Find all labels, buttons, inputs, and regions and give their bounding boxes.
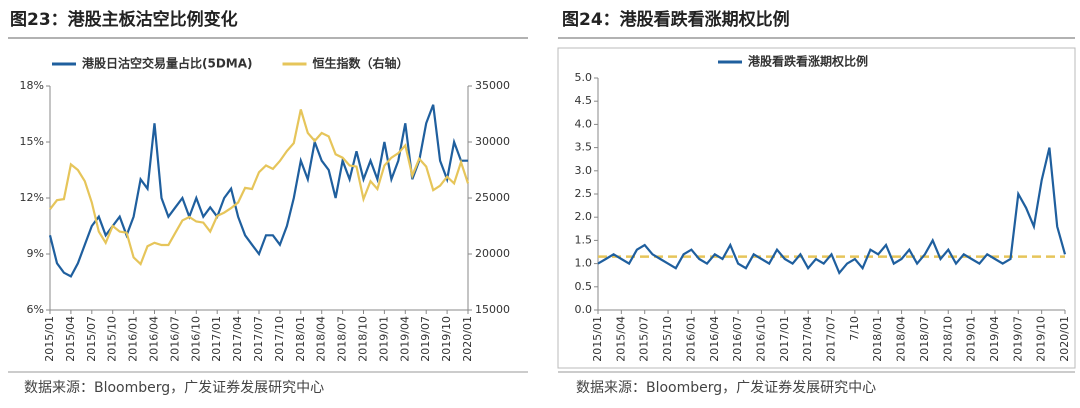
x-tick-label: 2015/01	[591, 316, 604, 362]
x-tick-label: 2017/04	[231, 316, 244, 362]
x-tick-label: 2015/07	[85, 316, 98, 362]
y-tick-label: 1.5	[575, 233, 593, 246]
x-tick-label: 2019/01	[965, 316, 978, 362]
legend-label: 港股看跌看涨期权比例	[748, 54, 868, 69]
x-tick-label: 2017/07	[252, 316, 265, 362]
y2-tick-label: 35000	[475, 79, 510, 92]
y2-tick-label: 15000	[475, 303, 510, 316]
x-tick-label: 2018/07	[336, 316, 349, 362]
x-tick-label: 2015/01	[43, 316, 56, 362]
y2-tick-label: 20000	[475, 247, 510, 260]
y-tick-label: 0.5	[575, 280, 593, 293]
y-tick-label: 3.0	[575, 164, 593, 177]
y-tick-label: 5.0	[575, 71, 593, 84]
x-tick-label: 2018/10	[357, 316, 370, 362]
x-tick-label: 2016/01	[127, 316, 140, 362]
x-tick-label: 2016/04	[148, 316, 161, 362]
series-line	[48, 104, 468, 278]
x-tick-label: 2018/01	[294, 316, 307, 362]
y-tick-label: 6%	[27, 303, 44, 316]
y-tick-label: 9%	[27, 247, 44, 260]
y-tick-label: 18%	[20, 79, 44, 92]
x-tick-label: 2020/01	[461, 316, 474, 362]
x-tick-label: 2017/07	[825, 316, 838, 362]
x-tick-label: 2016/07	[168, 316, 181, 362]
x-tick-label: 2016/07	[731, 316, 744, 362]
x-tick-label: 2017/01	[778, 316, 791, 362]
y-tick-label: 2.5	[575, 187, 593, 200]
x-tick-label: 2017/01	[210, 316, 223, 362]
y-tick-label: 15%	[20, 135, 44, 148]
x-tick-label: 2015/07	[638, 316, 651, 362]
y-tick-label: 2.0	[575, 210, 593, 223]
x-tick-label: 2019/01	[377, 316, 390, 362]
chart-title: 图24：港股看跌看涨期权比例	[562, 9, 790, 30]
series-line	[597, 147, 1067, 275]
x-tick-label: 2019/04	[398, 316, 411, 362]
x-tick-label: 2019/04	[988, 316, 1001, 362]
y2-tick-label: 25000	[475, 191, 510, 204]
x-tick-label: 2019/07	[419, 316, 432, 362]
x-tick-label: 2016/01	[684, 316, 697, 362]
y-tick-label: 12%	[20, 191, 44, 204]
x-tick-label: 2017/10	[273, 316, 286, 362]
x-tick-label: 2018/07	[918, 316, 931, 362]
y-tick-label: 4.5	[575, 94, 593, 107]
source: 数据来源：Bloomberg，广发证券发展研究中心	[576, 380, 876, 396]
x-tick-label: 2015/10	[661, 316, 674, 362]
x-tick-label: 2018/04	[895, 316, 908, 362]
x-tick-label: 2015/10	[106, 316, 119, 362]
x-tick-label: 2019/10	[1035, 316, 1048, 362]
x-tick-label: 2019/10	[440, 316, 453, 362]
y2-tick-label: 30000	[475, 135, 510, 148]
x-tick-label: 2019/07	[1011, 316, 1024, 362]
plot-frame	[557, 47, 1076, 369]
x-tick-label: 7/10	[848, 316, 861, 341]
x-tick-label: 2016/04	[708, 316, 721, 362]
x-tick-label: 2016/10	[189, 316, 202, 362]
y-tick-label: 1.0	[575, 257, 593, 270]
x-tick-label: 2020/01	[1058, 316, 1071, 362]
x-tick-label: 2018/04	[315, 316, 328, 362]
x-tick-label: 2017/04	[801, 316, 814, 362]
y-tick-label: 3.5	[575, 141, 593, 154]
y-tick-label: 4.0	[575, 117, 593, 130]
x-tick-label: 2015/04	[614, 316, 627, 362]
source: 数据来源：Bloomberg，广发证券发展研究中心	[24, 380, 324, 396]
x-tick-label: 2018/10	[941, 316, 954, 362]
y-tick-label: 0.0	[575, 303, 593, 316]
legend-label: 港股日沽空交易量占比(5DMA)	[82, 56, 253, 71]
legend-label: 恒生指数（右轴）	[313, 56, 409, 71]
x-tick-label: 2015/04	[64, 316, 77, 362]
series-line	[49, 109, 470, 267]
x-tick-label: 2018/01	[871, 316, 884, 362]
x-tick-label: 2016/10	[754, 316, 767, 362]
chart-title: 图23：港股主板沽空比例变化	[10, 9, 238, 30]
